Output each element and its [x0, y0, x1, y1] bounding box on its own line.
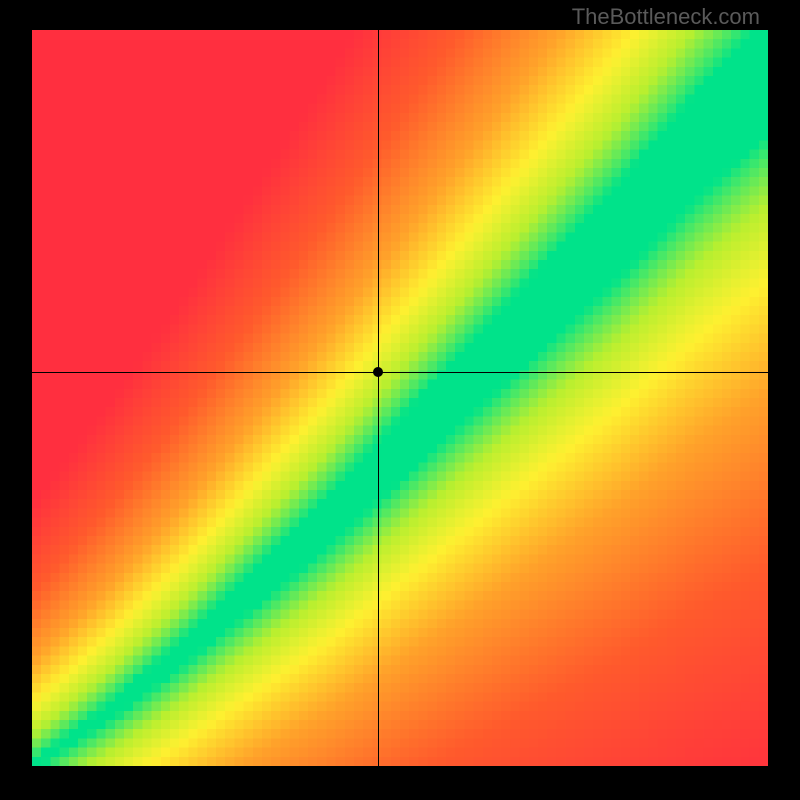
crosshair-vertical: [378, 30, 379, 766]
plot-area: [32, 30, 768, 766]
point-marker: [373, 367, 383, 377]
heatmap-canvas: [32, 30, 768, 766]
crosshair-horizontal: [32, 372, 768, 373]
watermark-text: TheBottleneck.com: [572, 4, 760, 30]
